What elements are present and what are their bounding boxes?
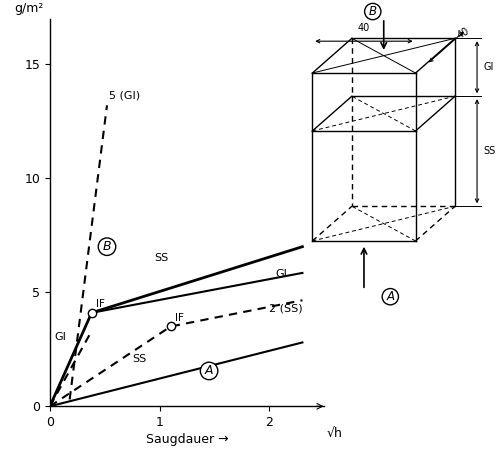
Text: SS: SS <box>484 146 496 156</box>
Text: A: A <box>205 364 214 377</box>
Text: 40: 40 <box>358 22 370 33</box>
Text: B: B <box>369 5 377 18</box>
Text: A: A <box>386 290 394 303</box>
Text: GI: GI <box>275 269 287 279</box>
X-axis label: Saugdauer →: Saugdauer → <box>146 433 229 446</box>
Text: SS: SS <box>132 354 147 364</box>
Text: 5 (GI): 5 (GI) <box>109 91 140 101</box>
Text: √h: √h <box>326 427 342 440</box>
Text: B: B <box>103 240 111 253</box>
Text: IF: IF <box>96 299 105 309</box>
Text: g/m²: g/m² <box>14 2 43 15</box>
Text: SS: SS <box>154 253 169 262</box>
Text: 40: 40 <box>455 27 471 41</box>
Text: GI: GI <box>54 333 66 342</box>
Text: IF: IF <box>175 313 184 323</box>
Text: GI: GI <box>484 62 494 72</box>
Text: 2 (SS): 2 (SS) <box>269 304 303 314</box>
